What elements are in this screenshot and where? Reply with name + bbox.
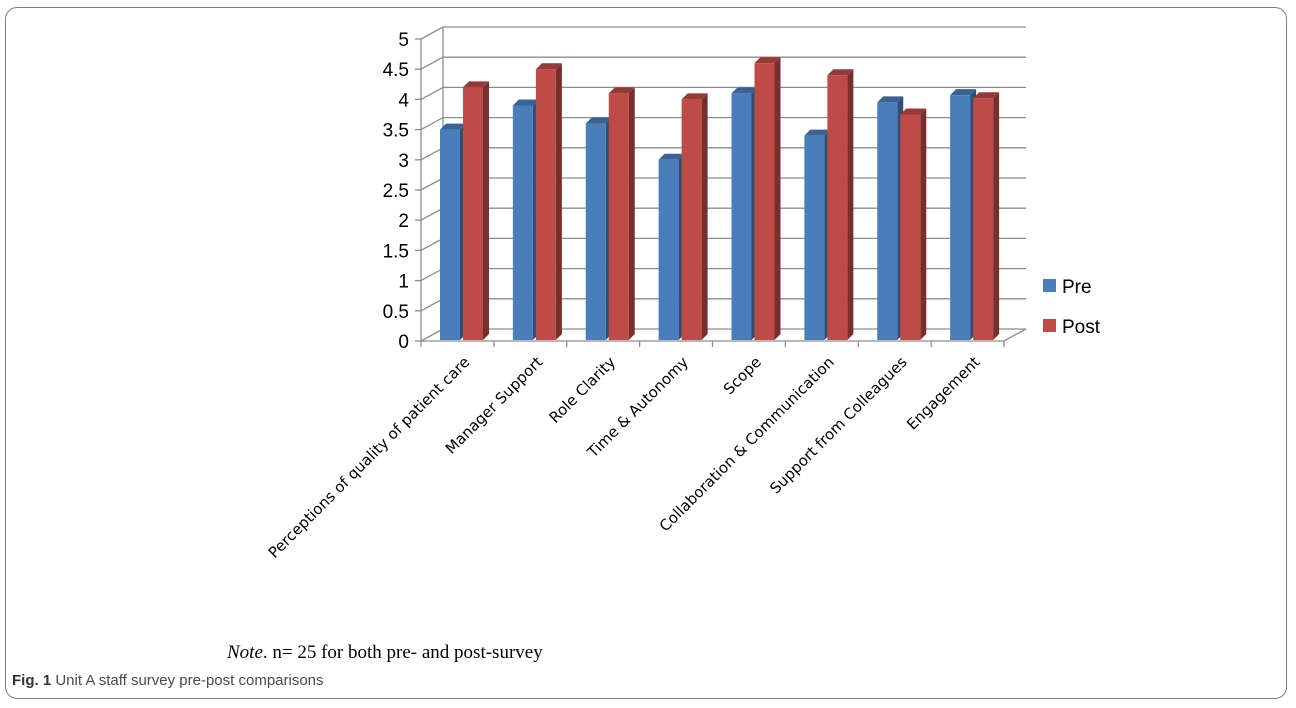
y-tick-label: 2.5 (383, 181, 409, 202)
bar-side-post (483, 81, 489, 340)
caption-text: Unit A staff survey pre-post comparisons (51, 672, 324, 689)
gridline (420, 116, 1026, 131)
bar-pre (512, 105, 533, 340)
bar-post (608, 93, 629, 340)
bar-post (827, 75, 848, 341)
bar-top-post (535, 63, 562, 70)
bar-pre (440, 129, 460, 340)
bar-top-pre (585, 117, 612, 124)
bar-top-pre (950, 89, 977, 96)
bar-side-post (555, 63, 562, 340)
bar-top-post (463, 81, 489, 88)
bar-top-pre (440, 123, 466, 130)
figure-frame (5, 7, 1287, 699)
bar-top-pre (877, 96, 904, 103)
bar-pre (950, 95, 971, 340)
y-tick-label: 1 (398, 272, 409, 293)
caption-label: Fig. 1 (12, 672, 52, 689)
y-tick-label: 3.5 (383, 121, 409, 142)
bar-side-post (774, 57, 781, 340)
bar-post (681, 99, 702, 341)
gridline (420, 237, 1026, 251)
y-tick-label: 2 (398, 211, 409, 232)
bar-top-post (973, 92, 1000, 99)
y-tick-label: 5 (398, 30, 409, 51)
bar-top-post (900, 108, 927, 115)
bar-post (463, 87, 483, 340)
bar-top-post (754, 57, 781, 64)
x-category-label: Support from Colleagues (766, 353, 911, 498)
chart-note: Note. n= 25 for both pre- and post-surve… (227, 642, 543, 664)
bar-top-post (608, 87, 635, 94)
gridline (420, 207, 1026, 221)
bar-post (973, 98, 994, 340)
bar-pre (877, 102, 898, 340)
note-text: . n= 25 for both pre- and post-survey (262, 642, 543, 663)
bar-side-post (920, 108, 927, 340)
bar-pre (731, 93, 752, 340)
bar-top-pre (731, 87, 758, 94)
legend-label-pre: Pre (1062, 277, 1092, 298)
bar-side-post (993, 92, 1000, 340)
x-category-label: Scope (720, 353, 765, 398)
y-tick-label: 0 (398, 332, 409, 353)
gridline (420, 56, 1026, 70)
bar-top-pre (658, 153, 685, 160)
gridline (420, 328, 1026, 342)
figure-caption: Fig. 1 Unit A staff survey pre-post comp… (12, 672, 324, 689)
gridline (420, 26, 1026, 40)
bar-top-post (827, 69, 854, 76)
bar-pre (585, 123, 606, 340)
gridline (420, 147, 1026, 161)
y-tick-label: 1.5 (383, 241, 409, 262)
y-tick-label: 4 (398, 90, 409, 111)
note-label: Note (227, 642, 263, 663)
bar-top-post (681, 93, 708, 100)
gridline (420, 267, 1026, 282)
x-category-label: Role Clarity (546, 353, 620, 427)
legend-label-post: Post (1062, 317, 1101, 338)
bar-pre (658, 159, 679, 340)
gridline (420, 86, 1026, 100)
x-category-label: Engagement (903, 353, 983, 433)
bar-post (754, 63, 775, 340)
y-tick-label: 0.5 (383, 302, 409, 323)
gridline (420, 298, 1026, 312)
bar-side-post (628, 87, 635, 340)
legend-swatch-post (1043, 319, 1056, 332)
bar-top-pre (512, 99, 539, 106)
bar-top-pre (804, 129, 831, 136)
bar-side-post (701, 93, 708, 341)
floor-edge (421, 328, 1027, 342)
bar-post (535, 69, 556, 340)
legend-swatch-pre (1043, 279, 1056, 292)
bar-chart: 0 0.5 1 1.5 2 2.5 3 3.5 4 4.5 5 Perceptions of qual… (265, 26, 1101, 562)
gridline (420, 177, 1026, 191)
bar-post (900, 114, 921, 340)
bar-pre (804, 135, 825, 340)
y-tick-label: 3 (398, 151, 409, 172)
bar-side-post (847, 69, 854, 341)
y-tick-label: 4.5 (383, 60, 409, 81)
x-category-label: Perceptions of quality of patient care (265, 353, 474, 562)
